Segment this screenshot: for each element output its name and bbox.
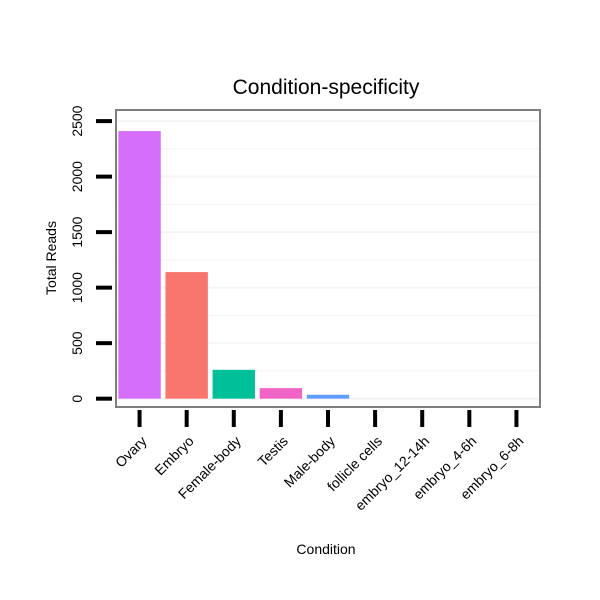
bar-embryo — [165, 272, 208, 399]
chart-title: Condition-specificity — [233, 76, 420, 99]
y-tick-label: 1000 — [69, 272, 85, 303]
y-tick-label: 2500 — [69, 105, 85, 136]
y-tick-label: 500 — [69, 331, 85, 355]
y-tick-label: 2000 — [69, 161, 85, 192]
bars — [118, 131, 350, 399]
bar-testis — [259, 388, 303, 399]
bar-male-body — [306, 394, 350, 399]
y-tick-label: 1500 — [69, 216, 85, 247]
x-axis-title: Condition — [296, 541, 355, 557]
bar-ovary — [118, 131, 161, 399]
y-axis-title: Total Reads — [43, 221, 59, 295]
plot-panel-border — [115, 109, 541, 408]
bar-female-body — [212, 369, 255, 399]
y-tick-label: 0 — [69, 395, 85, 403]
y-axis: 0 500 1000 1500 2000 2500 — [69, 105, 112, 403]
